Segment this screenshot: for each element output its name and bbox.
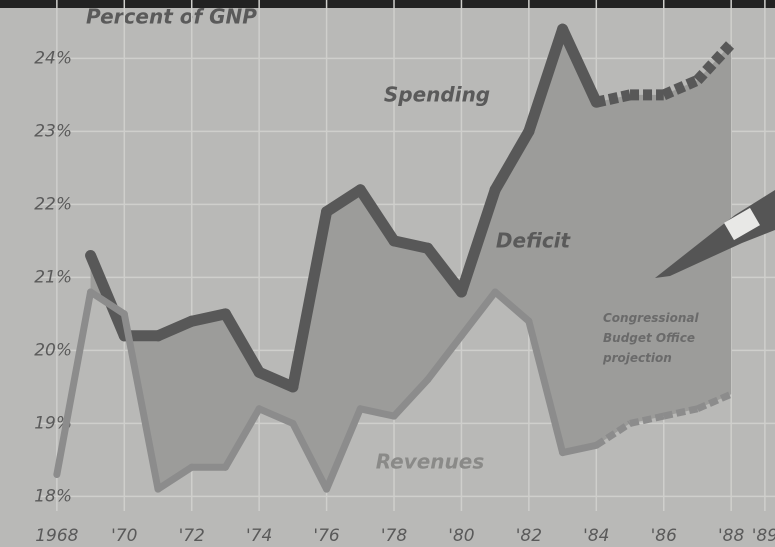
x-tick-label: '82 — [516, 526, 542, 546]
chart-title: Percent of GNP — [86, 5, 257, 29]
series-label: Spending — [384, 83, 490, 107]
x-tick-label: 1968 — [35, 526, 78, 546]
y-tick-label: 23% — [34, 121, 72, 141]
x-tick-label: '78 — [381, 526, 407, 546]
x-tick-label: '89 — [752, 526, 775, 546]
x-tick-label: '76 — [313, 526, 339, 546]
y-tick-label: 22% — [34, 194, 72, 214]
x-tick-label: '80 — [448, 526, 474, 546]
y-tick-label: 24% — [34, 48, 72, 68]
y-tick-label: 21% — [34, 267, 72, 287]
y-tick-label: 18% — [34, 486, 72, 506]
series-label: Revenues — [376, 450, 485, 474]
x-tick-label: '72 — [179, 526, 205, 546]
y-tick-label: 20% — [34, 340, 72, 360]
x-tick-label: '74 — [246, 526, 272, 546]
chart: Percent of GNP 18%19%20%21%22%23%24%1968… — [0, 0, 775, 547]
x-tick-label: '70 — [111, 526, 137, 546]
area-label: Deficit — [496, 229, 572, 253]
x-tick-label: '88 — [718, 526, 744, 546]
x-tick-label: '84 — [583, 526, 609, 546]
series-line — [596, 95, 630, 102]
x-tick-label: '86 — [651, 526, 677, 546]
